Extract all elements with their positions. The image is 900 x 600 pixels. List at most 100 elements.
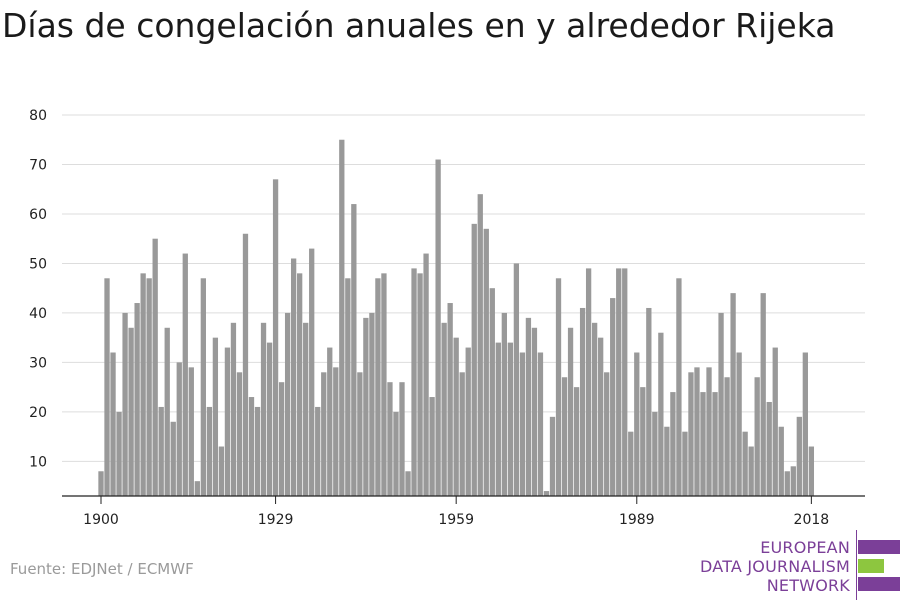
bar-2015 bbox=[790, 466, 796, 496]
bar-1963 bbox=[477, 194, 483, 497]
bar-1948 bbox=[387, 382, 393, 496]
bar-1920 bbox=[218, 446, 225, 496]
bar-1946 bbox=[375, 278, 381, 496]
x-tick-label: 1959 bbox=[438, 512, 474, 528]
bar-1904 bbox=[122, 312, 128, 496]
y-tick-label: 70 bbox=[29, 157, 47, 173]
bar-1969 bbox=[513, 263, 520, 496]
bar-1979 bbox=[573, 387, 580, 496]
bar-1964 bbox=[483, 228, 489, 496]
y-tick-label: 30 bbox=[29, 355, 47, 371]
bar-1958 bbox=[447, 303, 453, 496]
bar-1914 bbox=[182, 253, 188, 496]
bar-2016 bbox=[796, 416, 802, 496]
bar-1929 bbox=[272, 179, 279, 496]
y-tick-label: 40 bbox=[29, 306, 47, 322]
bar-1936 bbox=[315, 406, 321, 496]
logo-bar-top bbox=[858, 540, 900, 554]
bar-1952 bbox=[411, 268, 417, 496]
x-axis-ticks: 1900 1929 1959 1989 2018 bbox=[83, 496, 829, 528]
bar-2002 bbox=[712, 392, 718, 496]
bar-1994 bbox=[664, 426, 670, 496]
bar-1922 bbox=[230, 322, 237, 496]
bar-2000 bbox=[700, 392, 706, 496]
y-tick-label: 50 bbox=[29, 256, 47, 272]
bar-1972 bbox=[531, 327, 538, 496]
logo-bar-bottom bbox=[858, 577, 900, 591]
bar-1957 bbox=[441, 322, 447, 496]
bar-1933 bbox=[297, 273, 303, 496]
bar-1982 bbox=[591, 322, 598, 496]
bar-1912 bbox=[170, 421, 176, 496]
bar-1998 bbox=[688, 372, 694, 496]
bar-1928 bbox=[266, 342, 273, 496]
bar-1932 bbox=[290, 258, 297, 496]
bar-1981 bbox=[585, 268, 592, 496]
bar-1917 bbox=[200, 278, 206, 496]
bar-1954 bbox=[423, 253, 429, 496]
bar-1934 bbox=[303, 322, 309, 496]
bar-1927 bbox=[260, 322, 267, 496]
bar-2012 bbox=[772, 347, 778, 496]
bar-1966 bbox=[495, 342, 501, 496]
bar-1935 bbox=[309, 248, 315, 496]
bar-2010 bbox=[760, 293, 766, 496]
bar-1983 bbox=[598, 337, 604, 496]
bar-1996 bbox=[676, 278, 682, 496]
logo-text-line1: EUROPEAN bbox=[760, 538, 850, 557]
bar-1951 bbox=[405, 471, 411, 496]
bar-1965 bbox=[489, 288, 495, 496]
bar-1931 bbox=[284, 312, 291, 496]
bar-1976 bbox=[555, 278, 562, 496]
bar-1990 bbox=[640, 387, 646, 496]
bar-1901 bbox=[104, 278, 110, 496]
bar-1987 bbox=[622, 268, 628, 496]
bar-1945 bbox=[369, 312, 375, 496]
bar-1971 bbox=[525, 317, 532, 496]
bar-1916 bbox=[194, 481, 200, 496]
bar-1986 bbox=[616, 268, 622, 496]
bar-1907 bbox=[140, 273, 146, 496]
bars bbox=[98, 139, 815, 497]
bar-1968 bbox=[507, 342, 514, 496]
bar-1910 bbox=[158, 406, 164, 496]
logo-bar-middle bbox=[858, 559, 884, 573]
logo-text-line3: NETWORK bbox=[766, 576, 850, 595]
y-axis-ticks: 10 20 30 40 50 60 70 80 bbox=[29, 108, 47, 470]
x-tick-label: 1929 bbox=[258, 512, 294, 528]
bar-1953 bbox=[417, 273, 423, 496]
bar-1937 bbox=[321, 372, 327, 496]
bar-1988 bbox=[628, 431, 634, 496]
bar-1915 bbox=[188, 367, 194, 496]
logo-text-line2: DATA JOURNALISM bbox=[700, 557, 850, 576]
bar-2014 bbox=[784, 471, 790, 496]
bar-1997 bbox=[682, 431, 688, 496]
bar-1906 bbox=[134, 303, 140, 496]
bar-1973 bbox=[537, 352, 544, 496]
bar-1942 bbox=[351, 204, 357, 496]
bar-chart: 10 20 30 40 50 60 70 80 1900 1929 1959 1989 2018 bbox=[29, 108, 865, 528]
y-tick-label: 80 bbox=[29, 108, 47, 124]
bar-1978 bbox=[567, 327, 574, 496]
bar-1961 bbox=[465, 347, 471, 496]
bar-1913 bbox=[176, 362, 182, 496]
bar-1956 bbox=[435, 159, 441, 496]
bar-2017 bbox=[802, 352, 808, 496]
bar-1930 bbox=[278, 382, 285, 496]
bar-1940 bbox=[339, 139, 345, 497]
bar-1975 bbox=[549, 416, 556, 496]
bar-1921 bbox=[224, 347, 231, 496]
bar-2005 bbox=[730, 293, 736, 496]
y-tick-label: 60 bbox=[29, 207, 47, 223]
bar-2007 bbox=[742, 431, 748, 496]
logo-divider bbox=[856, 530, 857, 600]
bar-2008 bbox=[748, 446, 754, 496]
bar-1902 bbox=[110, 352, 116, 496]
bar-2006 bbox=[736, 352, 742, 496]
bar-1909 bbox=[152, 238, 158, 496]
bar-1905 bbox=[128, 327, 134, 496]
bar-1960 bbox=[459, 372, 465, 496]
bar-1918 bbox=[206, 406, 213, 496]
x-tick-label: 2018 bbox=[794, 512, 830, 528]
bar-2001 bbox=[706, 367, 712, 496]
